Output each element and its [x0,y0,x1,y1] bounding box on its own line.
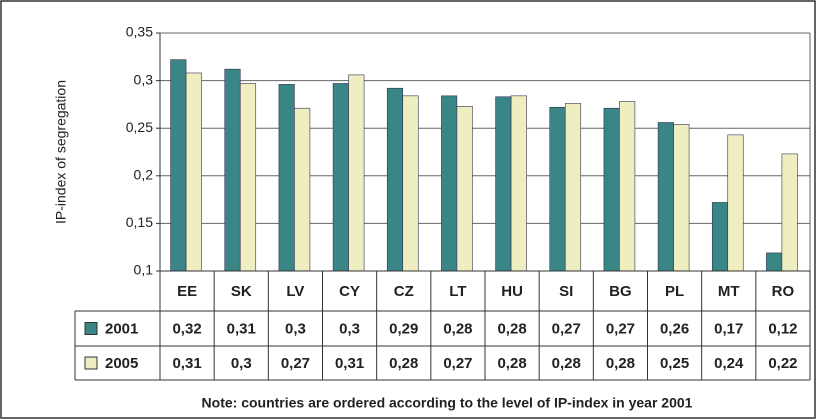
table-value: 0,27 [443,355,472,372]
bar [278,84,295,272]
table-value: 0,12 [768,320,797,337]
bar [766,252,783,272]
table-value: 0,3 [231,355,252,372]
bar [170,59,187,272]
table-value: 0,24 [714,355,744,372]
bar [781,153,798,272]
legend-swatch [84,322,98,335]
x-tick-label: CY [339,283,360,300]
bar [495,96,512,272]
table-value: 0,3 [339,320,360,337]
table-value: 0,28 [606,355,635,372]
table-value: 0,28 [443,320,472,337]
bar [711,202,729,272]
table-value: 0,32 [172,320,201,337]
bar [510,95,527,272]
y-tick-label: 0,2 [134,167,154,183]
table-value: 0,28 [389,355,418,372]
y-tick-label: 0,35 [126,24,153,40]
bar [603,107,620,272]
table-value: 0,27 [552,320,581,337]
bar [564,103,582,272]
bar [386,87,404,272]
bar [727,134,744,272]
table-value: 0,3 [285,320,306,337]
x-tick-label: LT [449,283,466,300]
bar [348,74,365,272]
bar [619,101,636,272]
table-value: 0,28 [552,355,581,372]
bar [456,106,473,272]
table-value: 0,27 [606,320,635,337]
x-tick-label: MT [718,283,740,300]
x-tick-label: RO [772,283,795,300]
x-tick-label: EE [177,283,197,300]
table-value: 0,27 [281,355,310,372]
table-value: 0,31 [335,355,364,372]
table-value: 0,22 [768,355,797,372]
x-tick-label: PL [665,283,684,300]
x-tick-label: SK [231,283,252,300]
legend-label: 2001 [105,320,138,337]
bar [657,122,674,272]
x-tick-label: BG [609,283,632,300]
y-tick-label: 0,1 [134,262,154,278]
table-value: 0,28 [497,320,526,337]
table-value: 0,25 [660,355,689,372]
table-value: 0,28 [497,355,526,372]
bar [224,68,241,272]
bar [239,83,257,272]
table-value: 0,17 [714,320,743,337]
legend-label: 2005 [105,355,138,372]
bar [185,72,202,272]
legend-swatch [84,356,98,370]
y-tick-label: 0,3 [134,71,154,87]
table-value: 0,29 [389,320,418,337]
x-tick-label: HU [501,283,523,300]
bar [441,95,458,272]
y-tick-label: 0,25 [126,119,153,135]
bar [332,83,349,272]
bar [294,107,311,272]
y-axis-label: IP-index of segregation [53,80,69,224]
x-tick-label: LV [286,283,304,300]
x-tick-label: CZ [394,283,414,300]
note: Note: countries are ordered according to… [202,395,693,411]
bar [673,124,690,272]
bar [402,95,419,272]
table-value: 0,26 [660,320,689,337]
table-value: 0,31 [227,320,256,337]
table-value: 0,31 [172,355,201,372]
x-tick-label: SI [559,283,573,300]
y-tick-label: 0,15 [126,214,153,230]
bar [549,106,566,272]
